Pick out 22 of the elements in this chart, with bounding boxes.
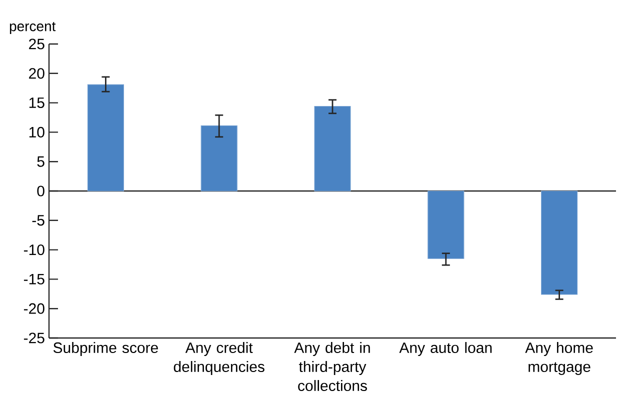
bar	[314, 106, 351, 192]
y-tick-label: -15	[24, 274, 44, 284]
bar	[428, 190, 464, 259]
y-tick-label: -5	[32, 215, 44, 226]
y-tick-label: 20	[29, 68, 44, 79]
y-tick-label: 25	[29, 38, 44, 50]
y-tick-label: -25	[24, 332, 44, 344]
y-tick-label: 10	[29, 126, 44, 138]
y-tick-label: 5	[37, 156, 44, 167]
x-tick-label: Any home mortgage	[525, 342, 593, 376]
bar	[541, 190, 578, 295]
x-tick-label: Any auto loan	[399, 342, 492, 356]
y-tick-label: 15	[29, 98, 44, 108]
x-tick-label: Any credit delinquencies	[174, 342, 264, 376]
x-tick-label: Subprime score	[53, 342, 158, 356]
bar	[87, 84, 124, 192]
x-tick-label: Any debt in third-party collections	[294, 342, 370, 392]
y-tick-label: -20	[24, 303, 44, 314]
y-axis-title: percent	[10, 22, 56, 34]
y-tick-label: 0	[37, 186, 44, 196]
bar	[200, 125, 238, 192]
y-tick-label: -10	[24, 244, 44, 256]
